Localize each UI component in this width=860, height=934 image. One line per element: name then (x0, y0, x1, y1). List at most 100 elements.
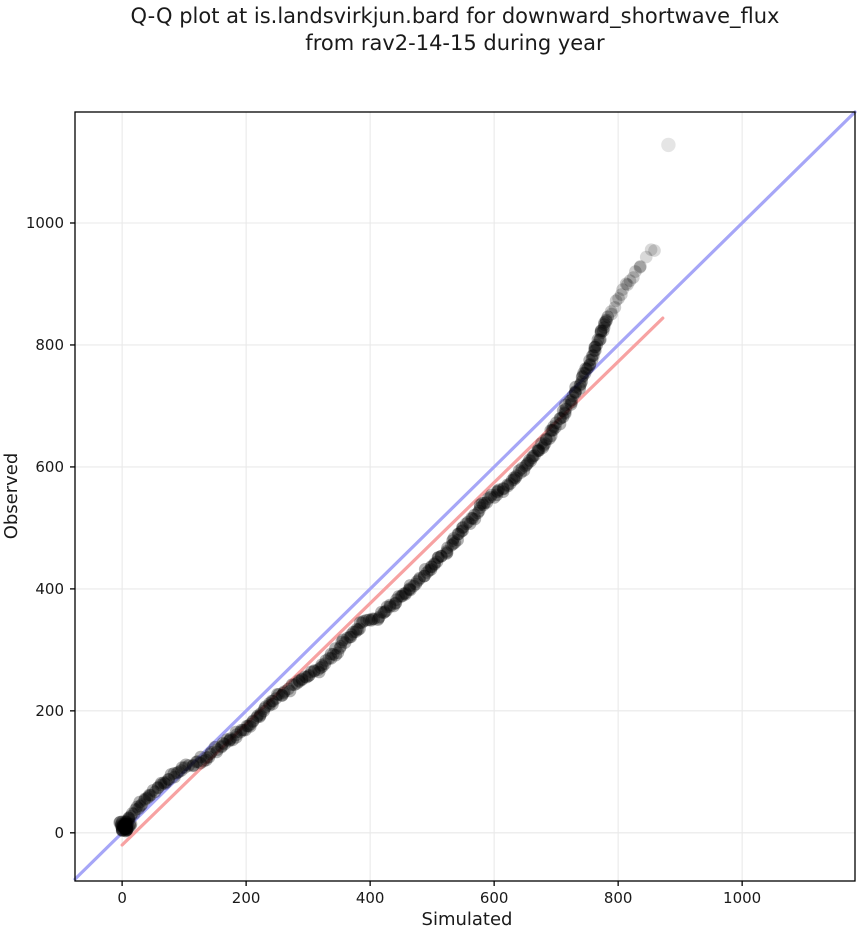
qq-point (118, 820, 131, 834)
qq-point (532, 444, 546, 457)
qq-point (119, 821, 133, 835)
qq-point (234, 725, 247, 739)
qq-point (120, 823, 134, 836)
qq-point (475, 497, 489, 510)
qq-point (440, 547, 454, 560)
qq-point (344, 630, 358, 644)
qq-point (623, 274, 637, 288)
x-tick-label: 800 (604, 889, 633, 907)
qq-point (120, 820, 133, 833)
qq-point (116, 819, 129, 833)
qq-point (175, 764, 188, 777)
qq-point (258, 702, 271, 715)
qq-point (392, 590, 405, 603)
qq-point (116, 823, 129, 837)
qq-point (599, 315, 613, 328)
qq-point (601, 310, 615, 324)
qq-point (295, 672, 309, 686)
x-tick-label: 1000 (723, 889, 761, 907)
qq-point (298, 670, 312, 684)
qq-point (543, 432, 556, 445)
qq-point (432, 551, 445, 564)
axes-spines (74, 111, 856, 882)
qq-point (246, 714, 260, 728)
qq-point (292, 674, 306, 687)
qq-point (122, 811, 135, 825)
qq-point (132, 802, 145, 815)
qq-point (125, 807, 139, 820)
qq-point (254, 707, 267, 720)
qq-point (315, 658, 328, 672)
qq-point (239, 723, 252, 737)
y-tick-label: 600 (35, 458, 64, 476)
qq-point (121, 823, 134, 836)
qq-point (616, 283, 629, 296)
qq-point (353, 616, 367, 629)
qq-point (119, 822, 132, 836)
qq-point (191, 755, 204, 768)
qq-point (509, 471, 522, 485)
qq-point (186, 759, 200, 773)
qq-point (293, 675, 306, 688)
qq-point (304, 665, 318, 679)
qq-point (253, 709, 267, 722)
qq-point (591, 333, 605, 347)
qq-point (118, 822, 132, 836)
qq-point (528, 449, 541, 462)
qq-point (520, 458, 533, 472)
qq-point (435, 549, 448, 563)
qq-point (531, 444, 544, 458)
qq-point (455, 525, 468, 538)
qq-point (167, 767, 181, 780)
qq-point (422, 564, 436, 577)
qq-point (200, 751, 214, 764)
qq-point (164, 768, 178, 781)
qq-point (120, 815, 133, 829)
qq-point (554, 412, 567, 425)
qq-point (556, 410, 570, 424)
qq-point (496, 482, 510, 495)
qq-point (168, 770, 181, 784)
qq-point (428, 557, 441, 570)
qq-point (497, 482, 510, 496)
qq-point (578, 367, 592, 380)
qq-point (119, 818, 133, 831)
qq-point (589, 340, 602, 354)
qq-point (175, 761, 189, 774)
qq-point (235, 723, 248, 737)
qq-point (241, 719, 255, 733)
qq-point (120, 823, 133, 837)
qq-point (424, 560, 438, 573)
qq-point (230, 731, 243, 744)
qq-point (377, 606, 391, 619)
qq-point (360, 613, 373, 627)
qq-point (142, 790, 156, 803)
qq-point (314, 661, 328, 674)
x-axis-label: Simulated (422, 909, 513, 930)
qq-point (588, 344, 601, 357)
qq-point (446, 534, 459, 547)
qq-point (134, 799, 147, 813)
qq-point (564, 398, 578, 411)
qq-point (116, 815, 129, 829)
qq-point (276, 689, 289, 702)
qq-point (124, 819, 137, 833)
qq-point (459, 517, 473, 530)
qq-point (119, 817, 132, 831)
qq-point (583, 354, 596, 367)
qq-point (182, 759, 195, 772)
qq-point (282, 682, 295, 696)
qq-point (362, 613, 376, 627)
qq-point (159, 776, 173, 789)
qq-point (586, 349, 599, 363)
qq-point (619, 277, 633, 291)
qq-point (197, 754, 210, 768)
qq-point (215, 740, 228, 754)
qq-point (465, 511, 478, 525)
qq-point (158, 777, 171, 790)
qq-point (118, 820, 131, 834)
qq-point (402, 583, 416, 596)
qq-point (329, 642, 342, 655)
qq-point (501, 479, 515, 493)
qq-point (594, 324, 608, 337)
